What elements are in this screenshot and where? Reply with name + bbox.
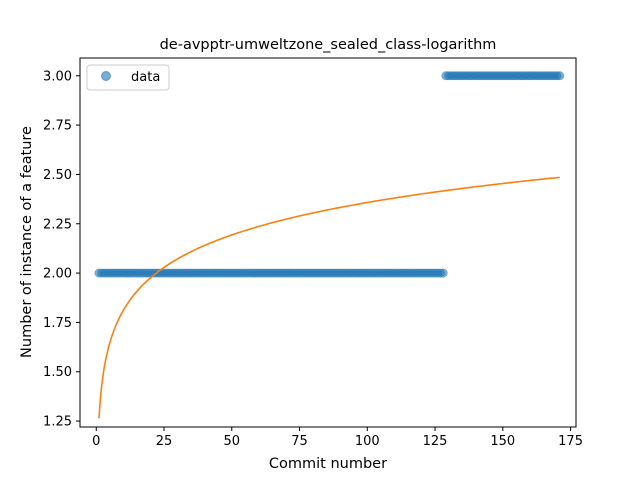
x-tick-label: 175 [558,434,583,449]
x-tick-label: 100 [355,434,380,449]
x-tick-label: 125 [423,434,448,449]
x-tick-label: 0 [92,434,100,449]
y-tick-label: 2.75 [43,119,72,134]
x-axis: 0 25 50 75 100 125 150 175 [92,427,583,449]
x-tick-label: 25 [156,434,173,449]
y-tick-label: 1.50 [43,365,72,380]
legend: data [86,64,170,91]
legend-marker-data [101,71,111,81]
chart-title: de-avpptr-umweltzone_sealed_class-logari… [160,37,497,53]
y-tick-label: 3.00 [43,69,72,84]
x-axis-title: Commit number [269,456,387,472]
y-tick-label: 1.75 [43,316,72,331]
y-tick-label: 2.00 [43,267,72,282]
y-axis-title: Number of instance of a feature [19,126,35,358]
fit-line [98,176,560,419]
x-tick-label: 150 [490,434,515,449]
data-point [438,268,448,278]
series-data-points [94,71,565,278]
plot-area [94,71,565,419]
y-tick-label: 1.25 [43,415,72,430]
x-tick-label: 50 [224,434,241,449]
y-tick-label: 2.25 [43,217,72,232]
y-tick-label: 2.50 [43,168,72,183]
y-axis: 1.25 1.50 1.75 2.00 2.25 2.50 2.75 3.00 [43,69,80,430]
data-point [555,71,565,81]
series-fit-line [98,176,560,419]
legend-label-data: data [131,70,160,85]
x-tick-label: 75 [291,434,308,449]
axes-frame [79,57,577,428]
